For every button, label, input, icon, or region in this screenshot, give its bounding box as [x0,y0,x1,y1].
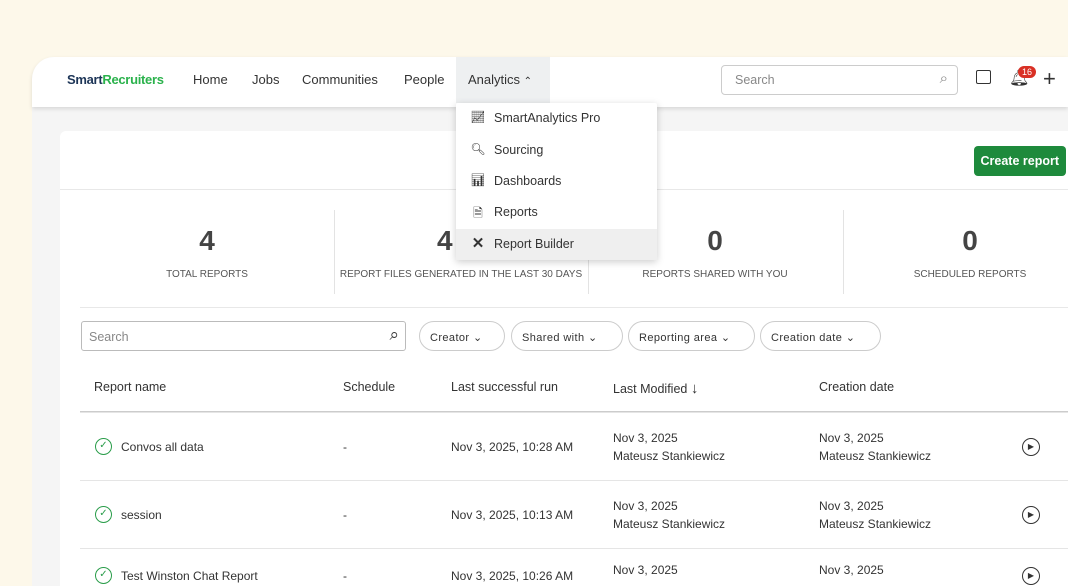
created-date: Nov 3, 2025 [819,499,884,513]
report-name-link[interactable]: Convos all data [121,440,204,454]
schedule-cell: - [343,440,347,454]
modified-date: Nov 3, 2025 [613,563,678,577]
more-options-icon[interactable]: ⋮ [1062,564,1068,584]
nav-people[interactable]: People [404,72,445,87]
success-check-icon: ✓ [95,506,112,523]
sourcing-icon: 🔍︎ [470,142,486,156]
search-icon: ⌕ [389,325,399,344]
last-run-cell: Nov 3, 2025, 10:13 AM [451,508,574,522]
report-name-link[interactable]: session [121,508,162,522]
nav-home[interactable]: Home [193,72,228,87]
run-report-icon[interactable]: ▶ [1022,438,1040,456]
notification-badge: 16 [1018,66,1037,78]
menu-item-sourcing[interactable]: 🔍︎ Sourcing [470,142,544,157]
created-by: Mateusz Stankiewicz [819,449,932,463]
last-run-cell: Nov 3, 2025, 10:28 AM [451,440,574,454]
divider [843,210,844,294]
more-options-icon[interactable]: ⋮ [1062,435,1068,455]
column-schedule[interactable]: Schedule [343,380,396,394]
run-report-icon[interactable]: ▶ [1022,506,1040,524]
column-last-modified[interactable]: Last Modified ↓ [613,380,699,397]
modified-date: Nov 3, 2025 [613,499,678,513]
stat-files-generated: 4 REPORT FILES GENERATED IN THE LAST 30 D… [339,225,583,280]
filter-creation-date[interactable]: Creation date ⌄ [760,321,881,351]
divider [80,411,1068,412]
dashboard-icon: 📊︎ [470,173,486,187]
analytics-chart-icon: 📈︎ [470,110,486,124]
menu-item-reports[interactable]: 🗎 Reports [456,197,657,228]
table-row[interactable]: ✓ Convos all data - Nov 3, 2025, 10:28 A… [80,412,1068,480]
stat-total-reports: 4 TOTAL REPORTS [166,225,248,280]
logo[interactable]: SmartRecruiters [67,72,164,87]
create-report-button[interactable]: Create report [973,146,1066,176]
nav-jobs[interactable]: Jobs [252,72,280,87]
divider [80,307,1068,308]
divider [334,210,335,294]
filter-shared-with[interactable]: Shared with ⌄ [511,321,623,351]
modified-by: Mateusz Stankiewicz [613,517,726,531]
modified-date: Nov 3, 2025 [613,431,678,445]
success-check-icon: ✓ [95,567,112,584]
table-row[interactable]: ✓ session - Nov 3, 2025, 10:13 AM Nov 3,… [80,480,1068,548]
stat-scheduled: 0 SCHEDULED REPORTS [913,225,1027,280]
tools-icon: ✕ [471,235,485,252]
more-options-icon[interactable]: ⋮ [1062,503,1068,523]
table-row[interactable]: ✓ Test Winston Chat Report - Nov 3, 2025… [80,548,1068,586]
global-search-input[interactable]: Search ⌕ [721,65,958,95]
last-run-cell: Nov 3, 2025, 10:26 AM [451,569,574,583]
column-creation-date[interactable]: Creation date [819,380,895,394]
column-report-name[interactable]: Report name [94,380,167,394]
filter-reporting-area[interactable]: Reporting area ⌄ [628,321,755,351]
schedule-cell: - [343,508,347,522]
inbox-icon[interactable] [976,70,991,84]
run-report-icon[interactable]: ▶ [1022,567,1040,585]
created-by: Mateusz Stankiewicz [819,517,932,531]
top-nav: SmartRecruiters Home Jobs Communities Pe… [32,57,1068,107]
plus-icon[interactable]: + [1043,66,1056,91]
nav-communities[interactable]: Communities [302,72,378,87]
created-date: Nov 3, 2025 [819,563,884,577]
chevron-up-icon: ⌃ [523,76,533,87]
nav-analytics[interactable]: Analytics ⌃ [456,57,550,103]
search-icon: ⌕ [939,70,948,87]
report-name-link[interactable]: Test Winston Chat Report [121,569,258,583]
stat-shared-with-you: 0 REPORTS SHARED WITH YOU [642,225,788,280]
menu-item-smartanalytics-pro[interactable]: 📈︎ SmartAnalytics Pro [470,110,601,125]
sort-down-icon: ↓ [690,380,699,397]
document-icon: 🗎 [473,206,483,220]
filter-creator[interactable]: Creator ⌄ [419,321,505,351]
menu-item-dashboards[interactable]: 📊︎ Dashboards [470,173,562,188]
analytics-dropdown-menu: 📈︎ SmartAnalytics Pro 🔍︎ Sourcing 📊︎ Dashbo… [456,103,657,260]
reports-search-input[interactable]: Search ⌕ [81,321,406,351]
schedule-cell: - [343,569,347,583]
modified-by: Mateusz Stankiewicz [613,449,726,463]
menu-item-report-builder[interactable]: ✕ Report Builder [456,229,657,260]
column-last-run[interactable]: Last successful run [451,380,558,394]
success-check-icon: ✓ [95,438,112,455]
created-date: Nov 3, 2025 [819,431,884,445]
